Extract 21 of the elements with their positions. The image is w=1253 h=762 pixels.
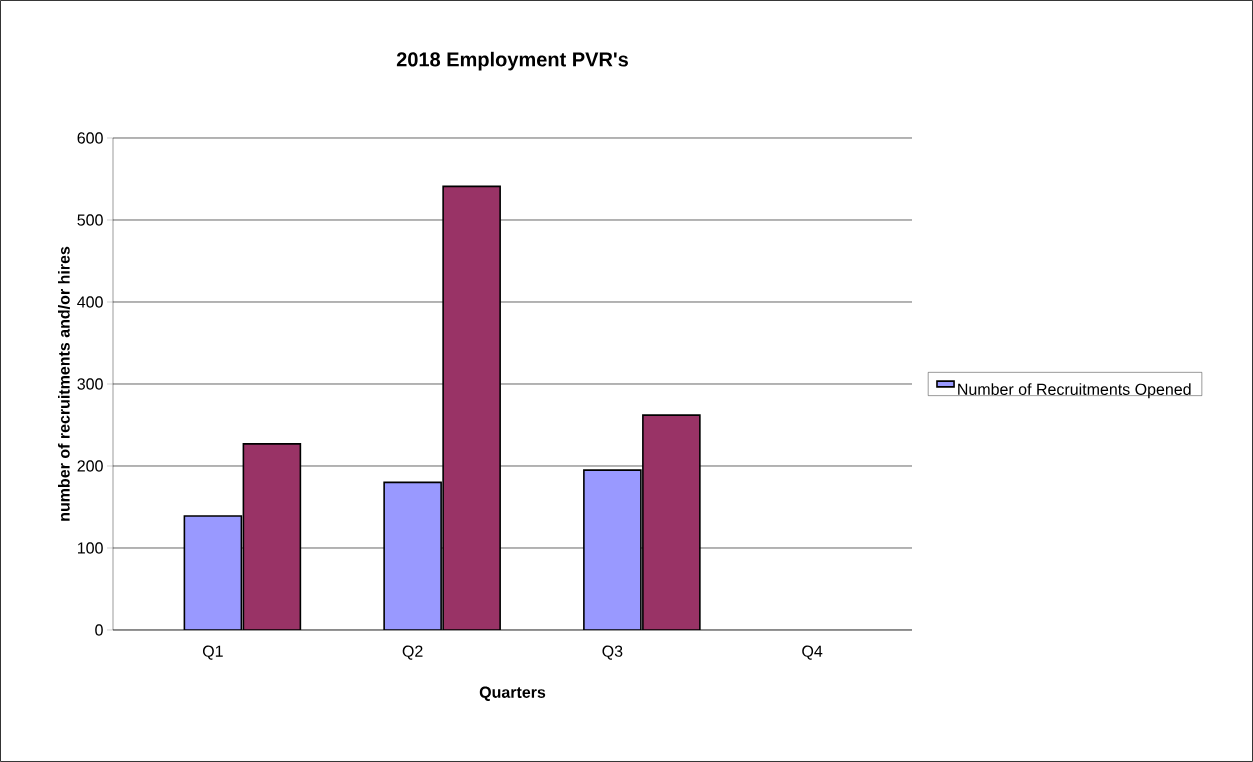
y-tick-label: 300 [77,378,103,390]
y-axis-title: number of recruitments and/or hires [58,246,70,521]
bar [183,515,243,630]
chart-title: 2018 Employment PVR's [396,51,628,71]
x-tick-label: Q2 [402,645,423,660]
bar [442,185,501,630]
y-tick-label: 200 [77,460,103,472]
bar [242,443,302,630]
x-axis-title: Quarters [479,686,546,701]
y-tick-label: 500 [77,214,103,226]
legend-label: Number of Recruitments Opened [958,383,1191,399]
bar [383,481,442,630]
bar [642,414,701,630]
y-tick-label: 0 [95,624,103,636]
x-tick-label: Q3 [602,645,623,660]
y-tick-label: 400 [77,296,103,308]
x-tick-label: Q1 [202,645,223,660]
y-tick-label: 600 [77,132,103,144]
bar [583,469,642,630]
x-tick-label: Q4 [802,645,823,660]
y-tick-label: 100 [78,542,103,554]
